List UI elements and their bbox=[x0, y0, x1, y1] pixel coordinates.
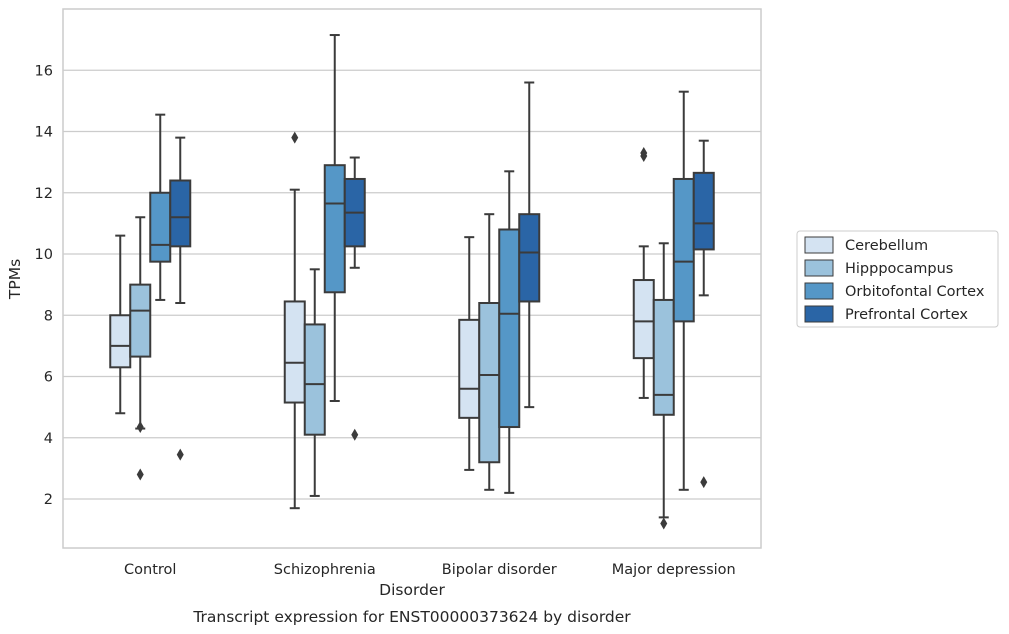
x-tick-label: Schizophrenia bbox=[274, 562, 376, 578]
box-iqr bbox=[652, 298, 675, 416]
legend-swatch bbox=[804, 259, 834, 277]
y-tick-label: 10 bbox=[35, 247, 53, 263]
box-iqr bbox=[498, 228, 521, 429]
y-tick-labels: 2 4 6 8 10 12 14 16 bbox=[35, 63, 53, 508]
legend: Cerebellum Hipppocampus Orbitofontal Corte… bbox=[796, 230, 999, 328]
box-iqr bbox=[169, 179, 192, 248]
box-1-1 bbox=[303, 268, 326, 497]
y-axis-label: TPMs bbox=[6, 259, 24, 300]
legend-label: Cerebellum bbox=[845, 238, 928, 254]
box-3-3 bbox=[692, 139, 715, 489]
x-tick-labels: Control Schizophrenia Bipolar disorder Majo… bbox=[124, 562, 736, 578]
box-iqr bbox=[632, 279, 655, 360]
y-gridlines bbox=[63, 69, 761, 500]
outlier-point bbox=[291, 131, 299, 144]
box-iqr bbox=[518, 213, 541, 303]
y-tick-label: 8 bbox=[44, 308, 53, 324]
legend-label: Prefrontal Cortex bbox=[845, 307, 968, 323]
y-tick-label: 14 bbox=[35, 125, 53, 141]
box-groups bbox=[109, 34, 715, 530]
box-2-0 bbox=[149, 113, 172, 301]
box-0-0 bbox=[109, 234, 132, 415]
box-iqr bbox=[692, 171, 715, 251]
box-iqr bbox=[129, 283, 152, 358]
x-tick-label: Major depression bbox=[612, 562, 736, 578]
box-3-0 bbox=[169, 136, 192, 461]
legend-swatch bbox=[804, 305, 834, 323]
box-1-3 bbox=[652, 242, 675, 530]
y-tick-label: 2 bbox=[44, 492, 53, 508]
box-2-2 bbox=[498, 170, 521, 494]
y-tick-label: 4 bbox=[44, 431, 53, 447]
box-0-3 bbox=[632, 146, 655, 399]
box-iqr bbox=[303, 323, 326, 436]
outlier-point bbox=[640, 146, 648, 159]
box-iqr bbox=[458, 318, 481, 419]
box-3-1 bbox=[343, 156, 366, 441]
box-iqr bbox=[109, 314, 132, 369]
y-tick-label: 6 bbox=[44, 370, 53, 386]
box-iqr bbox=[323, 164, 346, 294]
legend-swatch bbox=[804, 282, 834, 300]
box-iqr bbox=[149, 191, 172, 263]
outlier-point bbox=[176, 448, 184, 461]
x-tick-label: Bipolar disorder bbox=[442, 562, 557, 578]
legend-swatch bbox=[804, 236, 834, 254]
legend-label: Hipppocampus bbox=[845, 261, 953, 277]
outlier-point bbox=[136, 421, 144, 434]
box-iqr bbox=[672, 177, 695, 323]
box-3-2 bbox=[518, 81, 541, 409]
box-iqr bbox=[478, 302, 501, 464]
outlier-point bbox=[700, 476, 708, 489]
chart-caption: Transcript expression for ENST0000037362… bbox=[192, 608, 631, 626]
legend-frame bbox=[796, 230, 999, 328]
outlier-point bbox=[660, 517, 668, 530]
y-tick-label: 16 bbox=[35, 63, 53, 79]
outlier-point bbox=[351, 428, 359, 441]
x-tick-label: Control bbox=[124, 562, 176, 578]
y-tick-label: 12 bbox=[35, 186, 53, 202]
box-iqr bbox=[283, 300, 306, 404]
outlier-point bbox=[136, 468, 144, 481]
box-0-2 bbox=[458, 236, 481, 471]
box-1-0 bbox=[129, 216, 152, 481]
plot-area-frame bbox=[62, 8, 762, 549]
legend-label: Orbitofontal Cortex bbox=[845, 284, 985, 300]
box-2-1 bbox=[323, 34, 346, 402]
x-axis-label: Disorder bbox=[379, 581, 445, 599]
